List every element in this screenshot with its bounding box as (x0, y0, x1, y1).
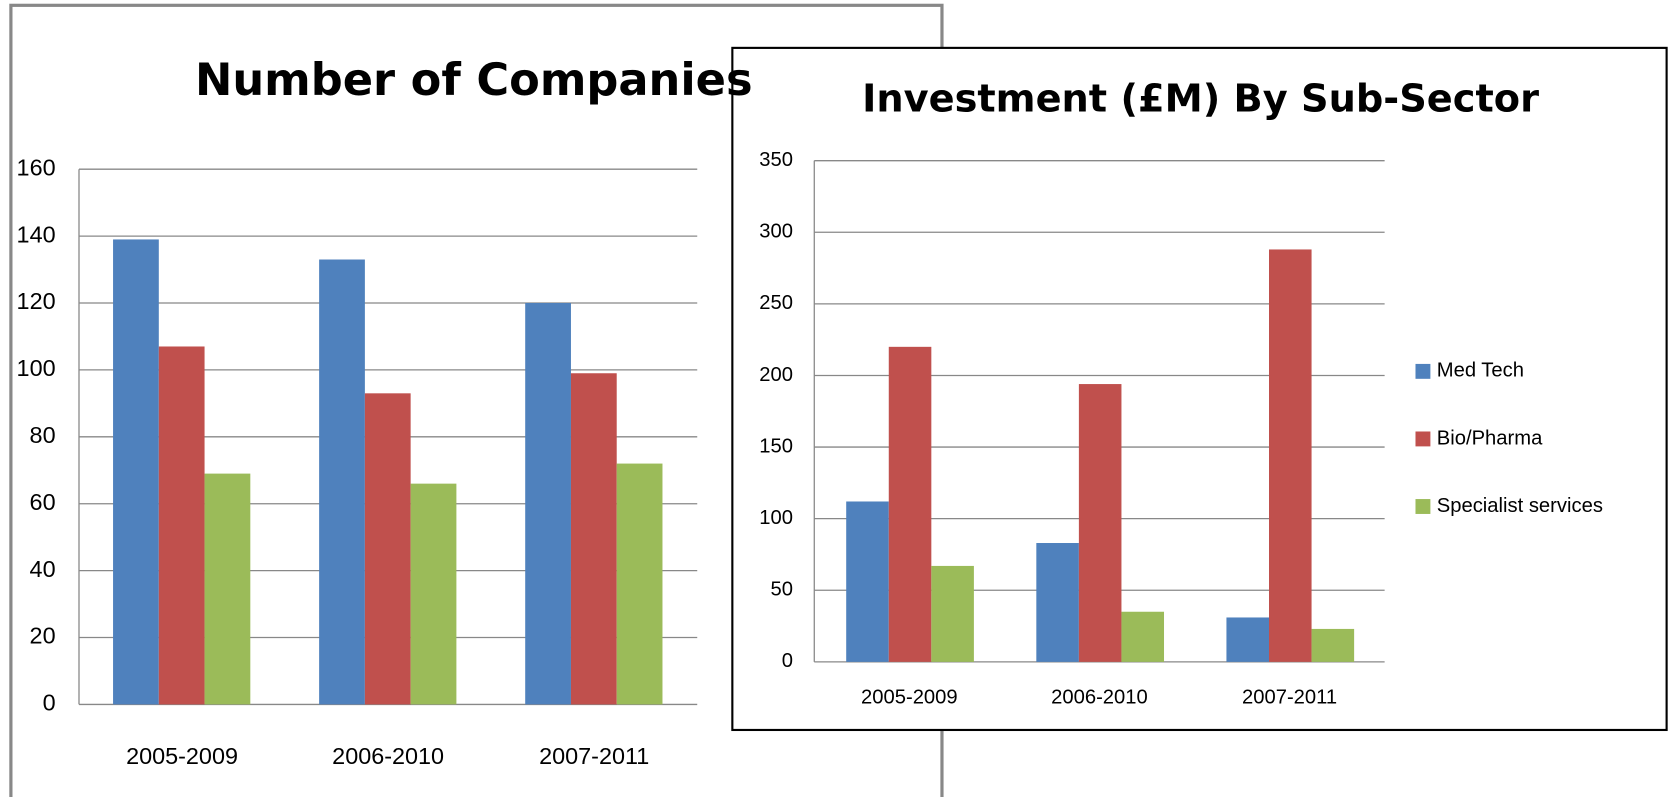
bar (410, 483, 457, 705)
y-tick-label: 100 (17, 355, 56, 381)
y-tick-label: 0 (43, 690, 56, 716)
bar (158, 346, 205, 705)
legend-label: Specialist services (1437, 495, 1603, 517)
y-tick-label: 80 (30, 422, 56, 448)
bar (113, 239, 159, 705)
y-tick-label: 40 (30, 556, 56, 582)
bar (364, 393, 411, 705)
bar (319, 259, 365, 705)
y-tick-label: 120 (17, 288, 56, 314)
bar (888, 346, 932, 662)
x-tick-label: 2005-2009 (126, 743, 238, 769)
x-tick-label: 2007-2011 (539, 743, 649, 769)
y-tick-label: 200 (759, 364, 793, 386)
y-tick-label: 350 (759, 149, 793, 171)
y-tick-label: 140 (17, 221, 56, 247)
x-tick-label: 2006-2010 (1051, 686, 1148, 708)
bar (570, 373, 617, 705)
bar (204, 473, 251, 705)
y-tick-label: 0 (782, 650, 793, 672)
bar (616, 463, 663, 705)
bar (1121, 611, 1165, 662)
legend-swatch (1415, 363, 1431, 379)
bar (1036, 543, 1079, 662)
bar (931, 565, 974, 662)
y-tick-label: 250 (759, 292, 793, 314)
y-tick-label: 150 (759, 435, 793, 457)
bar (1226, 617, 1270, 662)
legend-swatch (1415, 431, 1431, 447)
bar (525, 302, 571, 705)
bar (846, 501, 889, 662)
bar (1269, 249, 1312, 662)
chart-title: Investment (£M) By Sub-Sector (862, 77, 1539, 122)
y-tick-label: 50 (771, 579, 793, 601)
x-tick-label: 2005-2009 (861, 686, 958, 708)
y-tick-label: 160 (17, 154, 56, 180)
bar (1078, 384, 1122, 662)
legend-swatch (1415, 499, 1431, 514)
y-tick-label: 60 (30, 489, 56, 515)
x-tick-label: 2006-2010 (332, 743, 444, 769)
y-tick-label: 300 (759, 221, 793, 243)
legend-label: Med Tech (1437, 360, 1524, 382)
legend-label: Bio/Pharma (1437, 427, 1543, 449)
y-tick-label: 100 (759, 507, 793, 529)
y-tick-label: 20 (30, 623, 56, 649)
chart-title: Number of Companies (195, 54, 753, 106)
bar (1311, 628, 1355, 662)
x-tick-label: 2007-2011 (1242, 686, 1337, 708)
